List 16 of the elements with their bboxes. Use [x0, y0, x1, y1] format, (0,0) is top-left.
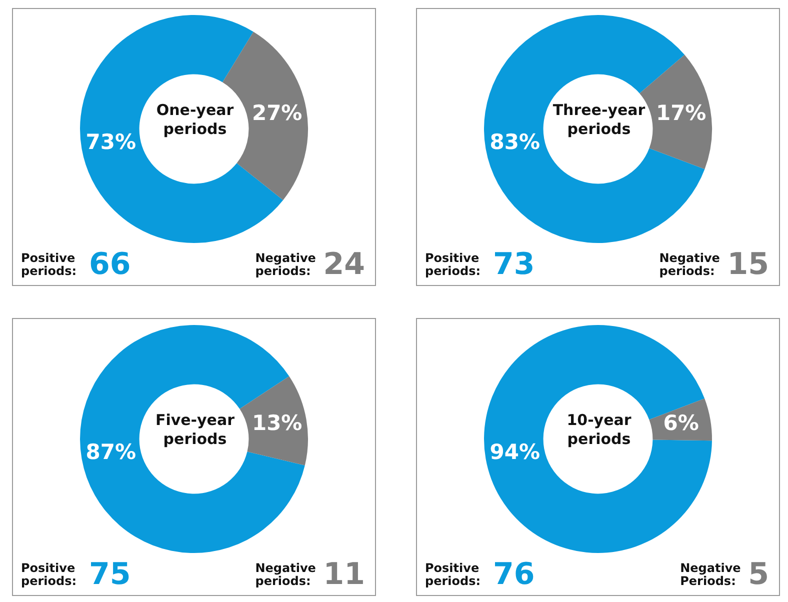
text: Three-year periods [552, 101, 646, 139]
text: Positive periods: 73 [425, 247, 535, 282]
data-label: 13% [252, 410, 302, 435]
text: Positive periods: 76 [425, 557, 535, 592]
data-label: 27% [252, 100, 302, 125]
data-label: 83% [490, 130, 540, 154]
text: One-year periods [155, 101, 235, 139]
data-label: 6% [663, 410, 699, 435]
text: Five-year periods [154, 411, 236, 449]
data-label: 87% [86, 440, 136, 464]
data-label: 73% [86, 130, 136, 154]
text: Positive periods: 75 [21, 557, 131, 592]
data-label: 17% [656, 100, 706, 125]
text: Positive periods: 66 [21, 247, 131, 282]
text: 10-year periods [566, 411, 632, 449]
data-label: 94% [490, 440, 540, 464]
